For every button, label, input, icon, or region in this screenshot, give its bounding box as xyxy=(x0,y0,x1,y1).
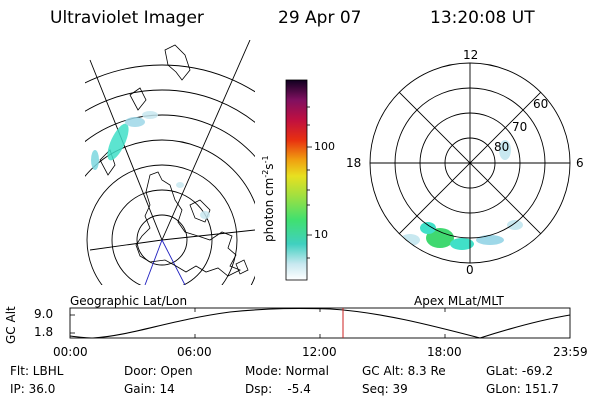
footer-gc-alt: GC Alt: 8.3 Re xyxy=(362,364,446,378)
footer-mode: Mode: Normal xyxy=(245,364,329,378)
colorbar xyxy=(285,79,308,281)
altitude-plot xyxy=(69,307,571,339)
alt-xtick-1800: 18:00 xyxy=(427,345,462,359)
alt-ylabel: GC Alt xyxy=(4,306,18,344)
coastline xyxy=(99,44,249,277)
alt-xtick-0000: 00:00 xyxy=(53,345,88,359)
alt-xtick-0600: 06:00 xyxy=(177,345,212,359)
alt-xtick-1200: 12:00 xyxy=(302,345,337,359)
mlt-label-12: 12 xyxy=(463,48,479,62)
colorbar-unit: photon cm-2s-1 xyxy=(261,155,276,242)
footer-gain: Gain: 14 xyxy=(124,382,175,396)
footer-glat: GLat: -69.2 xyxy=(486,364,553,378)
lat-label-70: 70 xyxy=(512,120,528,134)
time-label: 13:20:08 UT xyxy=(430,8,535,28)
mlt-label-18: 18 xyxy=(346,156,362,170)
polar-plot xyxy=(344,50,584,276)
geographic-map xyxy=(85,40,255,285)
alt-ytick-9: 9.0 xyxy=(34,307,54,321)
footer-flt: Flt: LBHL xyxy=(10,364,64,378)
mlt-label-6: 6 xyxy=(576,156,584,170)
footer-door: Door: Open xyxy=(124,364,193,378)
date-label: 29 Apr 07 xyxy=(278,8,362,28)
lat-label-60: 60 xyxy=(533,97,549,111)
mlt-label-0: 0 xyxy=(466,263,474,277)
colorbar-tick-10: 10 xyxy=(314,228,328,241)
alt-xtick-2359: 23:59 xyxy=(553,345,588,359)
aurora-emission-geo xyxy=(91,111,210,219)
lat-label-80: 80 xyxy=(494,140,510,154)
polar-panel-label: Apex MLat/MLT xyxy=(414,294,504,308)
colorbar-tick-100: 100 xyxy=(314,140,335,153)
footer-seq: Seq: 39 xyxy=(362,382,408,396)
footer-dsp: Dsp: -5.4 xyxy=(245,382,311,396)
aurora-oval xyxy=(370,140,523,254)
instrument-title: Ultraviolet Imager xyxy=(50,8,204,28)
altitude-curve xyxy=(69,307,571,339)
footer-ip: IP: 36.0 xyxy=(10,382,56,396)
alt-ytick-1: 1.8 xyxy=(34,325,54,339)
footer-glon: GLon: 151.7 xyxy=(486,382,559,396)
geo-panel-label: Geographic Lat/Lon xyxy=(70,294,188,308)
